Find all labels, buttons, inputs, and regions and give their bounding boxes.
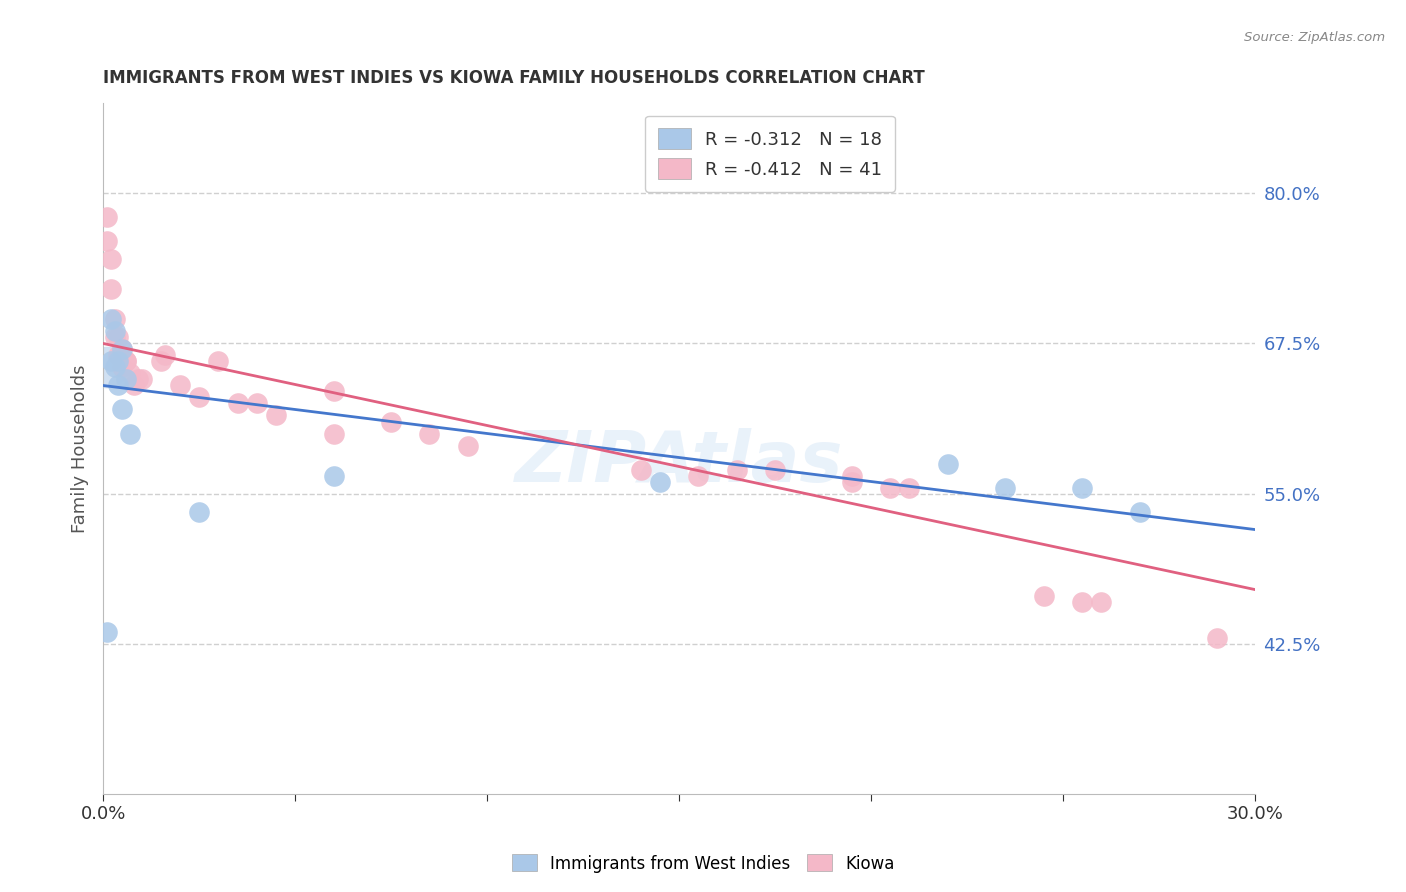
Point [111,402,134,417]
Point [107,349,129,363]
Point [111,360,134,375]
Point [115,372,138,386]
Point [96,624,118,639]
Point [1032,589,1054,603]
Point [246,396,269,410]
Point [96,235,118,249]
Point [1090,594,1112,608]
Point [936,457,959,471]
Point [380,415,402,429]
Text: ZIPAtlas: ZIPAtlas [515,428,844,497]
Point [127,372,149,386]
Point [104,330,127,344]
Point [763,462,786,476]
Point [226,396,249,410]
Point [188,504,211,518]
Y-axis label: Family Households: Family Households [72,364,89,533]
Point [107,354,129,368]
Point [1071,594,1094,608]
Point [100,282,122,296]
Point [111,343,134,357]
Point [630,462,652,476]
Point [1205,631,1227,645]
Point [1129,504,1152,518]
Legend: R = -0.312   N = 18, R = -0.412   N = 41: R = -0.312 N = 18, R = -0.412 N = 41 [645,116,894,192]
Point [418,426,440,441]
Text: IMMIGRANTS FROM WEST INDIES VS KIOWA FAMILY HOUSEHOLDS CORRELATION CHART: IMMIGRANTS FROM WEST INDIES VS KIOWA FAM… [103,69,925,87]
Point [104,325,127,339]
Point [879,481,901,495]
Point [841,468,863,483]
Legend: Immigrants from West Indies, Kiowa: Immigrants from West Indies, Kiowa [505,847,901,880]
Point [100,252,122,267]
Point [725,462,748,476]
Point [457,438,479,452]
Point [322,384,344,399]
Point [153,349,176,363]
Point [994,481,1017,495]
Point [131,372,153,386]
Point [648,475,671,489]
Point [322,426,344,441]
Point [104,360,127,375]
Point [107,378,129,392]
Point [169,378,191,392]
Point [1071,481,1094,495]
Point [122,378,145,392]
Point [96,211,118,225]
Point [96,360,118,375]
Point [841,475,863,489]
Point [898,481,921,495]
Point [115,354,138,368]
Point [104,312,127,326]
Point [107,330,129,344]
Point [188,391,211,405]
Point [100,312,122,326]
Point [264,409,287,423]
Point [118,426,141,441]
Point [115,354,138,368]
Point [207,354,229,368]
Point [149,354,172,368]
Text: Source: ZipAtlas.com: Source: ZipAtlas.com [1244,31,1385,45]
Point [100,354,122,368]
Point [111,343,134,357]
Point [322,468,344,483]
Point [118,367,141,381]
Point [688,468,710,483]
